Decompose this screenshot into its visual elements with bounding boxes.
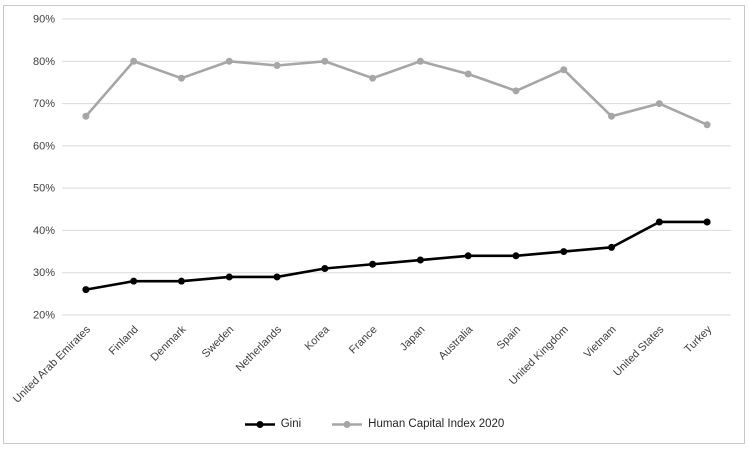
x-axis-category-label: Sweden — [200, 324, 237, 361]
x-axis-category-label: United Arab Emirates — [11, 323, 93, 405]
series-line-gini — [85, 220, 708, 291]
y-axis-tick-label: 90% — [33, 14, 55, 26]
legend-item-gini: Gini — [244, 418, 301, 430]
x-axis-category-label: Korea — [303, 323, 333, 353]
x-axis-category-label: Finland — [107, 324, 141, 358]
data-point-marker — [225, 273, 233, 281]
x-axis-category-label: Vietnam — [582, 324, 619, 361]
data-point-marker — [464, 70, 472, 78]
data-point-marker — [130, 57, 138, 65]
data-point-marker — [512, 252, 520, 260]
data-point-marker — [369, 74, 377, 82]
x-axis-category-label: Japan — [398, 324, 428, 354]
x-axis-category-label: United States — [611, 323, 667, 379]
data-point-marker — [416, 256, 424, 264]
legend-label-gini: Gini — [280, 418, 302, 430]
legend-label-hci: Human Capital Index 2020 — [368, 418, 505, 430]
y-axis-tick-label: 50% — [33, 183, 55, 195]
data-point-marker — [608, 112, 616, 120]
data-point-marker — [177, 74, 185, 82]
data-point-marker — [369, 260, 377, 268]
data-point-marker — [560, 66, 568, 74]
x-axis-category-label: Denmark — [149, 323, 189, 363]
x-axis-category-label: Netherlands — [234, 323, 285, 374]
data-point-marker — [416, 57, 424, 65]
hci-series-marker-icon — [332, 420, 363, 428]
x-axis-category-label: Spain — [495, 324, 523, 352]
y-axis-tick-label: 20% — [33, 310, 55, 322]
data-point-marker — [608, 243, 616, 251]
data-point-marker — [655, 218, 663, 226]
data-point-marker — [225, 57, 233, 65]
x-axis-category-label: France — [347, 324, 380, 357]
data-point-marker — [321, 264, 329, 272]
data-point-marker — [512, 87, 520, 95]
data-point-marker — [655, 100, 663, 108]
data-point-marker — [273, 62, 281, 70]
x-axis-category-label: Australia — [437, 323, 476, 362]
gini-series-marker-icon — [244, 420, 275, 428]
y-axis-tick-label: 70% — [33, 98, 55, 110]
data-point-marker — [703, 218, 711, 226]
legend-item-hci: Human Capital Index 2020 — [331, 418, 504, 430]
chart-container: 20% 30% 40% 50% 60% 70% 80% 90% United Arab Emir… — [3, 5, 745, 444]
chart-legend: Gini Human Capital Index 2020 — [4, 418, 744, 430]
series-line-human-capital-index-2020 — [84, 59, 708, 126]
data-point-marker — [464, 252, 472, 260]
data-point-marker — [560, 248, 568, 256]
data-point-marker — [321, 57, 329, 65]
x-axis-category-label: Turkey — [682, 323, 714, 355]
y-axis-tick-label: 60% — [33, 140, 55, 152]
data-point-marker — [703, 121, 711, 129]
data-point-marker — [82, 112, 90, 120]
data-point-marker — [82, 286, 90, 294]
data-point-marker — [177, 277, 185, 285]
data-point-marker — [273, 273, 281, 281]
y-axis-tick-label: 80% — [33, 56, 55, 68]
y-axis-tick-label: 40% — [33, 225, 55, 237]
line-chart-plot: 20% 30% 40% 50% 60% 70% 80% 90% United Arab Emir… — [11, 14, 731, 406]
data-point-marker — [130, 277, 138, 285]
y-axis-tick-label: 30% — [33, 267, 55, 279]
